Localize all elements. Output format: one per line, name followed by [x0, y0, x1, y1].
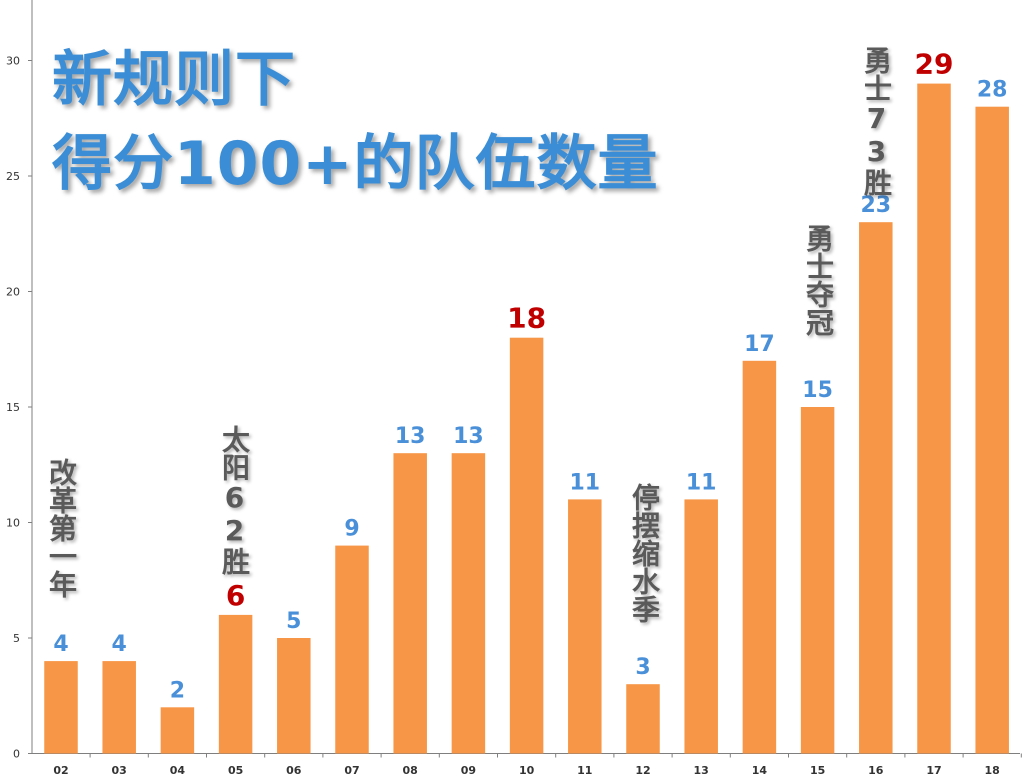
x-tick-label-02: 02	[53, 764, 68, 777]
value-label-04: 2	[170, 678, 185, 703]
x-tick-label-14: 14	[752, 764, 768, 777]
x-tick-label-03: 03	[112, 764, 127, 777]
y-tick-label: 25	[6, 170, 20, 183]
value-label-05: 6	[226, 579, 245, 612]
x-tick-label-12: 12	[635, 764, 650, 777]
value-label-08: 13	[395, 424, 426, 449]
value-label-12: 3	[635, 655, 650, 680]
bar-08	[393, 453, 427, 754]
bar-02	[44, 661, 78, 754]
x-tick-label-16: 16	[868, 764, 884, 777]
value-label-14: 17	[744, 332, 775, 357]
value-label-18: 28	[977, 78, 1008, 103]
x-tick-label-11: 11	[577, 764, 592, 777]
y-tick-label: 5	[13, 632, 20, 645]
y-tick-label: 0	[13, 748, 20, 761]
bar-13	[684, 499, 718, 754]
bar-10	[509, 337, 544, 754]
bar-05	[218, 614, 253, 754]
annotation-suns-62-wins: 太阳62胜	[218, 425, 251, 575]
value-label-02: 4	[53, 632, 68, 657]
bar-07	[335, 545, 369, 754]
value-label-15: 15	[802, 378, 833, 403]
bar-15	[800, 407, 835, 754]
bar-04	[160, 707, 195, 754]
annotation-warriors-73-wins: 勇士73胜	[860, 46, 893, 196]
x-tick-label-06: 06	[286, 764, 302, 777]
value-label-16: 23	[860, 193, 891, 218]
x-tick-label-13: 13	[694, 764, 709, 777]
annotation-reform-first-year: 改革第一年	[45, 458, 78, 598]
chart-title-line-1: 新规则下	[52, 45, 296, 115]
annotation-lockout-season: 停摆缩水季	[628, 483, 661, 623]
x-tick-label-05: 05	[228, 764, 243, 777]
value-label-03: 4	[112, 632, 127, 657]
bar-12	[626, 684, 660, 754]
x-tick-label-18: 18	[985, 764, 1000, 777]
y-tick-label: 10	[6, 517, 20, 530]
value-label-09: 13	[453, 424, 484, 449]
x-tick-label-15: 15	[810, 764, 825, 777]
x-tick-label-17: 17	[926, 764, 941, 777]
bar-11	[568, 499, 602, 754]
x-tick-label-09: 09	[461, 764, 476, 777]
x-tick-label-04: 04	[170, 764, 186, 777]
bar-18	[975, 106, 1009, 754]
annotation-warriors-champion: 勇士夺冠	[802, 224, 835, 336]
bar-17	[917, 83, 951, 754]
bar-09	[451, 453, 486, 754]
value-label-11: 11	[569, 470, 600, 495]
value-label-10: 18	[507, 302, 546, 335]
y-tick-label: 20	[6, 286, 20, 299]
value-label-13: 11	[686, 470, 717, 495]
chart-title-line-2: 得分100+的队伍数量	[52, 129, 659, 199]
y-tick-label: 30	[6, 55, 20, 68]
bar-03	[102, 661, 136, 754]
x-tick-label-07: 07	[344, 764, 359, 777]
bar-06	[277, 638, 311, 754]
value-label-06: 5	[286, 609, 301, 634]
value-label-17: 29	[915, 48, 954, 81]
bar-14	[742, 360, 777, 754]
x-tick-label-08: 08	[403, 764, 418, 777]
y-tick-label: 15	[6, 401, 20, 414]
x-tick-label-10: 10	[519, 764, 535, 777]
bar-16	[859, 222, 893, 754]
value-label-07: 9	[344, 517, 359, 542]
